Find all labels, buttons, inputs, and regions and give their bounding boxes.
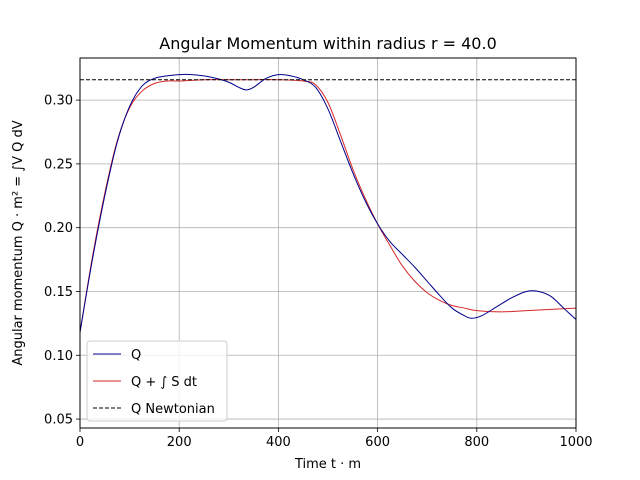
y-tick-label: 0.15 [44,285,73,300]
chart-title: Angular Momentum within radius r = 40.0 [159,34,497,53]
x-axis-label: Time t · m [294,457,361,472]
x-tick-label: 200 [167,435,192,450]
series-group [79,73,577,333]
legend: Q Q + ∫ S dt Q Newtonian [86,340,228,422]
x-tick-label: 1000 [559,435,592,450]
x-tick-label: 800 [464,435,489,450]
y-tick-label: 0.05 [44,413,73,428]
legend-item-q-plus-integral-label: Q + ∫ S dt [131,375,197,390]
series-q-plus-integral-line [79,79,577,333]
plot-frame [79,57,577,429]
legend-box [86,340,228,422]
x-tick-label: 400 [266,435,291,450]
legend-item-q-label: Q [131,348,141,363]
x-tick-label: 600 [365,435,390,450]
y-tick-label: 0.10 [44,349,73,364]
y-tick-label: 0.20 [44,221,73,236]
x-tick-label: 0 [76,435,84,450]
series-q-line [79,73,577,333]
ticks: 0 200 400 600 800 1000 0.05 0.10 0.15 0.20 0.25 0.3… [44,94,593,450]
y-tick-label: 0.30 [44,94,73,109]
y-tick-label: 0.25 [44,157,73,172]
y-axis-label: Angular momentum Q · m² = ∫V Q dV [11,120,26,365]
legend-item-q-newtonian-label: Q Newtonian [131,402,215,417]
